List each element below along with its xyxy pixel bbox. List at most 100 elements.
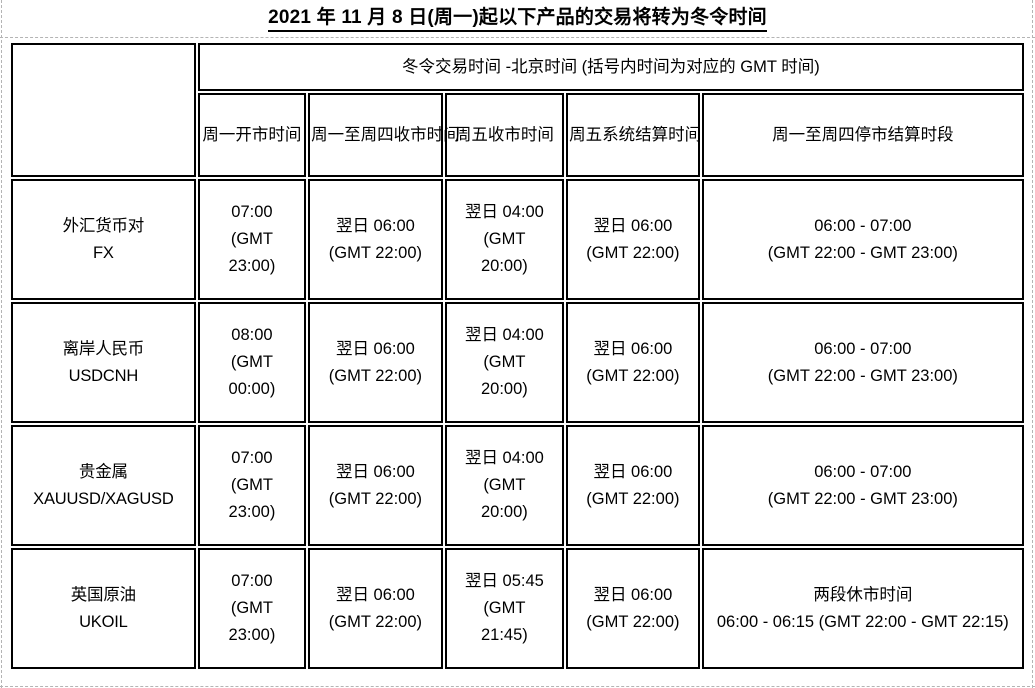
cell-line: 07:00 (231, 203, 273, 222)
page-guide-right (1032, 0, 1033, 688)
cell-line: (GMT 22:00 - GMT 23:00) (767, 243, 958, 262)
product-code: UKOIL (79, 612, 128, 631)
cell-line: 翌日 04:00 (464, 203, 544, 222)
cell-line: 23:00) (228, 502, 276, 521)
cell-mon-open: 07:00 (GMT 23:00) (197, 425, 307, 546)
cell-line: 07:00 (231, 572, 273, 591)
product-code: FX (93, 243, 114, 262)
cell-line: (GMT 22:00) (586, 243, 680, 262)
cell-line: 两段休市时间 (813, 585, 913, 604)
cell-line: (GMT (483, 230, 526, 249)
cell-line: 翌日 06:00 (335, 216, 415, 235)
cell-line: (GMT 22:00) (328, 489, 423, 508)
table-group-header: 冬令交易时间 -北京时间 (括号内时间为对应的 GMT 时间) (197, 43, 1024, 91)
cell-line: (GMT 22:00 - GMT 23:00) (767, 489, 958, 508)
column-header-fri-close: 周五收市时间 (444, 93, 565, 177)
cell-line: 翌日 06:00 (593, 339, 673, 358)
page-guide-top (0, 37, 1035, 38)
cell-fri-close: 翌日 04:00 (GMT 20:00) (444, 302, 565, 423)
cell-line: (GMT (230, 230, 273, 249)
cell-fri-close: 翌日 05:45 (GMT 21:45) (444, 548, 565, 669)
table-row: 离岸人民币 USDCNH 08:00 (GMT 00:00) 翌日 06:00 … (11, 302, 1024, 423)
cell-line: 翌日 06:00 (593, 216, 673, 235)
page-title-text: 2021 年 11 月 8 日(周一)起以下产品的交易将转为冬令时间 (268, 8, 767, 32)
cell-line: 06:00 - 06:15 (GMT 22:00 - GMT 22:15) (716, 612, 1009, 631)
table-header-sub-row: 周一开市时间 周一至周四收市时间 周五收市时间 周五系统结算时间 周一至周四停市… (11, 93, 1024, 177)
column-header-mon-thu-close: 周一至周四收市时间 (308, 93, 460, 177)
cell-line: 23:00) (228, 256, 276, 275)
cell-line: 06:00 - 07:00 (814, 339, 912, 358)
cell-fri-close: 翌日 04:00 (GMT 20:00) (444, 425, 565, 546)
page-guide-left (1, 0, 2, 688)
product-name: 外汇货币对 (62, 216, 145, 235)
cell-line: 翌日 06:00 (335, 585, 415, 604)
cell-mon-thu-halt: 06:00 - 07:00 (GMT 22:00 - GMT 23:00) (701, 302, 1024, 423)
page-guide-bottom (0, 686, 1035, 687)
cell-line: 20:00) (480, 502, 528, 521)
cell-mon-thu-halt: 06:00 - 07:00 (GMT 22:00 - GMT 23:00) (701, 425, 1024, 546)
cell-line: 06:00 - 07:00 (814, 216, 912, 235)
cell-mon-thu-halt: 两段休市时间 06:00 - 06:15 (GMT 22:00 - GMT 22… (701, 548, 1024, 669)
cell-line: 翌日 04:00 (464, 449, 544, 468)
cell-line: (GMT (483, 476, 526, 495)
cell-mon-open: 08:00 (GMT 00:00) (197, 302, 307, 423)
product-code: XAUUSD/XAGUSD (33, 489, 174, 508)
cell-mon-thu-halt: 06:00 - 07:00 (GMT 22:00 - GMT 23:00) (701, 179, 1024, 300)
cell-mon-thu-close: 翌日 06:00 (GMT 22:00) (308, 179, 443, 300)
cell-mon-open: 07:00 (GMT 23:00) (197, 179, 307, 300)
cell-line: (GMT 22:00) (328, 612, 423, 631)
cell-line: 08:00 (231, 326, 273, 345)
cell-mon-thu-close: 翌日 06:00 (GMT 22:00) (308, 302, 443, 423)
cell-line: 翌日 05:45 (464, 572, 544, 591)
cell-fri-settle: 翌日 06:00 (GMT 22:00) (566, 302, 700, 423)
table-header-group-row: 冬令交易时间 -北京时间 (括号内时间为对应的 GMT 时间) (11, 43, 1024, 177)
cell-line: (GMT (230, 476, 273, 495)
cell-line: (GMT 22:00 - GMT 23:00) (767, 366, 958, 385)
cell-mon-thu-close: 翌日 06:00 (GMT 22:00) (308, 425, 443, 546)
product-name: 离岸人民币 (62, 339, 145, 358)
column-header-mon-thu-halt: 周一至周四停市结算时段 (701, 93, 1024, 177)
cell-fri-settle: 翌日 06:00 (GMT 22:00) (566, 179, 700, 300)
cell-line: 20:00) (480, 379, 528, 398)
product-cell: 贵金属 XAUUSD/XAGUSD (11, 425, 196, 546)
cell-line: 翌日 06:00 (593, 462, 673, 481)
column-header-mon-open: 周一开市时间 (197, 93, 307, 177)
cell-line: 翌日 06:00 (335, 339, 415, 358)
page-title: 2021 年 11 月 8 日(周一)起以下产品的交易将转为冬令时间 (0, 0, 1035, 32)
cell-line: (GMT 22:00) (586, 489, 680, 508)
cell-line: 07:00 (231, 449, 273, 468)
cell-line: (GMT 22:00) (328, 366, 423, 385)
cell-mon-open: 07:00 (GMT 23:00) (197, 548, 307, 669)
cell-line: (GMT (230, 599, 273, 618)
cell-line: 翌日 04:00 (464, 326, 544, 345)
table-row: 贵金属 XAUUSD/XAGUSD 07:00 (GMT 23:00) 翌日 0… (11, 425, 1024, 546)
table-row: 英国原油 UKOIL 07:00 (GMT 23:00) 翌日 06:00 (G… (11, 548, 1024, 669)
cell-line: (GMT (483, 353, 526, 372)
product-name: 英国原油 (70, 585, 136, 604)
column-header-fri-settle: 周五系统结算时间 (566, 93, 701, 177)
table-row: 外汇货币对 FX 07:00 (GMT 23:00) 翌日 06:00 (GMT… (11, 179, 1024, 300)
cell-mon-thu-close: 翌日 06:00 (GMT 22:00) (308, 548, 443, 669)
product-cell: 离岸人民币 USDCNH (11, 302, 196, 423)
cell-line: (GMT 22:00) (586, 366, 680, 385)
cell-line: 06:00 - 07:00 (814, 462, 912, 481)
table-corner-cell (11, 43, 196, 177)
cell-line: (GMT 22:00) (328, 243, 423, 262)
cell-line: 23:00) (228, 625, 276, 644)
cell-fri-settle: 翌日 06:00 (GMT 22:00) (566, 548, 700, 669)
cell-line: 翌日 06:00 (593, 585, 673, 604)
cell-line: 20:00) (480, 256, 528, 275)
cell-fri-close: 翌日 04:00 (GMT 20:00) (444, 179, 565, 300)
cell-line: 翌日 06:00 (335, 462, 415, 481)
cell-line: (GMT 22:00) (586, 612, 680, 631)
product-code: USDCNH (68, 366, 139, 385)
cell-fri-settle: 翌日 06:00 (GMT 22:00) (566, 425, 700, 546)
product-cell: 英国原油 UKOIL (11, 548, 196, 669)
cell-line: (GMT (483, 599, 526, 618)
winter-trading-hours-table: 冬令交易时间 -北京时间 (括号内时间为对应的 GMT 时间) 周一开市时间 周… (9, 41, 1026, 671)
product-name: 贵金属 (78, 462, 128, 481)
cell-line: 00:00) (228, 379, 276, 398)
product-cell: 外汇货币对 FX (11, 179, 196, 300)
cell-line: (GMT (230, 353, 273, 372)
cell-line: 21:45) (480, 625, 528, 644)
